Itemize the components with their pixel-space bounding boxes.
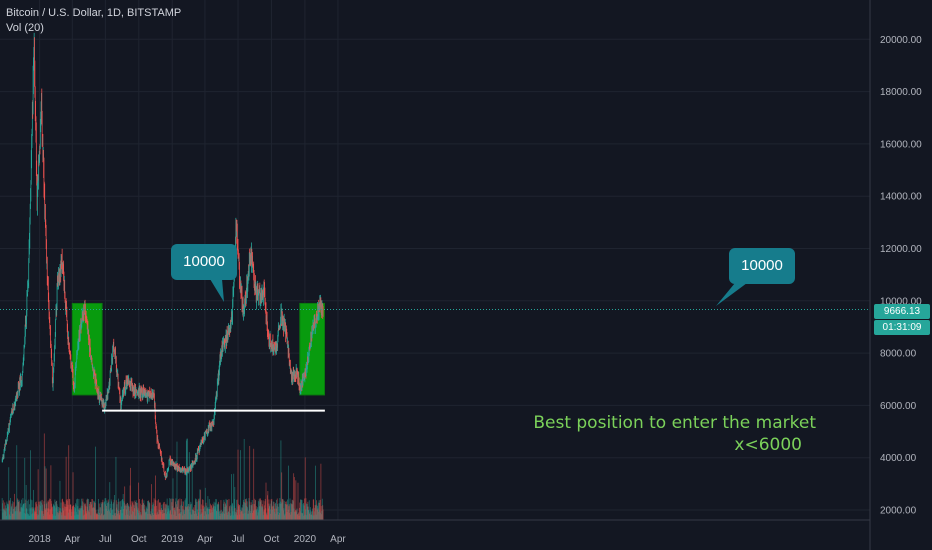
callout-right: 10000 bbox=[729, 248, 795, 284]
last-price-tag: 9666.13 bbox=[874, 304, 930, 319]
support-annotation-line2: x<6000 bbox=[734, 435, 802, 455]
x-tick-label: 2020 bbox=[294, 534, 317, 545]
price-axis: 2000.00 4000.00 6000.00 8000.00 10000.00 1200… bbox=[869, 0, 922, 550]
countdown-tag: 01:31:09 bbox=[874, 320, 930, 335]
highlight-box bbox=[299, 302, 326, 396]
y-tick-label: 14000.00 bbox=[880, 192, 922, 203]
x-tick-label: 2018 bbox=[28, 534, 51, 545]
support-annotation-line1: Best position to enter the market bbox=[533, 413, 816, 433]
y-tick-label: 4000.00 bbox=[880, 453, 917, 464]
y-tick-label: 8000.00 bbox=[880, 349, 917, 360]
y-tick-label: 18000.00 bbox=[880, 87, 922, 98]
volume-indicator-label: Vol (20) bbox=[6, 22, 44, 34]
y-tick-label: 10000.00 bbox=[880, 296, 922, 307]
time-axis: 2018 Apr Jul Oct 2019 Apr Jul Oct 2020 Apr bbox=[0, 519, 870, 545]
y-tick-label: 2000.00 bbox=[880, 506, 917, 517]
chart-header: Bitcoin / U.S. Dollar, 1D, BITSTAMP Vol … bbox=[6, 6, 181, 36]
x-tick-label: Oct bbox=[131, 534, 147, 545]
callout-right-tail bbox=[716, 283, 747, 306]
x-tick-label: Jul bbox=[99, 534, 112, 545]
x-tick-label: 2019 bbox=[161, 534, 184, 545]
chart-overlays bbox=[0, 279, 870, 412]
x-tick-label: Apr bbox=[65, 534, 81, 545]
x-tick-label: Apr bbox=[197, 534, 213, 545]
y-tick-label: 6000.00 bbox=[880, 401, 917, 412]
y-tick-label: 16000.00 bbox=[880, 139, 922, 150]
callout-left-tail bbox=[210, 279, 224, 302]
x-tick-label: Jul bbox=[232, 534, 245, 545]
symbol-title: Bitcoin / U.S. Dollar, 1D, BITSTAMP bbox=[6, 7, 182, 19]
x-tick-label: Oct bbox=[264, 534, 280, 545]
chart-grid bbox=[0, 0, 870, 520]
volume-bars bbox=[1, 433, 324, 520]
y-tick-label: 20000.00 bbox=[880, 35, 922, 46]
candlesticks bbox=[1, 32, 324, 481]
y-tick-label: 12000.00 bbox=[880, 244, 922, 255]
callout-left: 10000 bbox=[171, 244, 237, 280]
x-tick-label: Apr bbox=[330, 534, 346, 545]
